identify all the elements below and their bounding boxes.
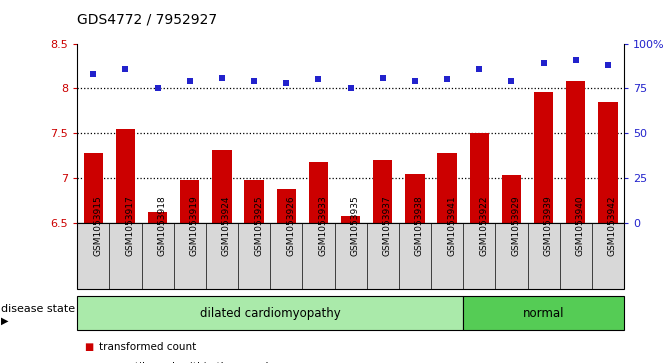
Bar xyxy=(341,216,360,363)
Bar xyxy=(212,150,231,363)
Text: GSM1053939: GSM1053939 xyxy=(544,195,553,256)
Point xyxy=(377,75,388,81)
Bar xyxy=(470,134,489,363)
Text: GSM1053935: GSM1053935 xyxy=(350,195,360,256)
Bar xyxy=(566,81,585,363)
Text: GSM1053915: GSM1053915 xyxy=(93,195,102,256)
Text: GSM1053918: GSM1053918 xyxy=(158,195,166,256)
Bar xyxy=(373,160,393,363)
Point xyxy=(152,86,163,91)
Text: GSM1053937: GSM1053937 xyxy=(382,195,392,256)
Bar xyxy=(309,162,328,363)
Bar xyxy=(405,174,425,363)
Bar xyxy=(84,153,103,363)
Point xyxy=(570,57,581,63)
Bar xyxy=(502,175,521,363)
Text: GSM1053924: GSM1053924 xyxy=(222,195,231,256)
Point xyxy=(346,86,356,91)
Text: GSM1053922: GSM1053922 xyxy=(479,195,488,256)
Bar xyxy=(148,212,167,363)
Point xyxy=(313,77,324,82)
Bar xyxy=(244,180,264,363)
Text: dilated cardiomyopathy: dilated cardiomyopathy xyxy=(200,307,341,319)
Text: percentile rank within the sample: percentile rank within the sample xyxy=(99,362,274,363)
Point xyxy=(281,80,292,86)
Text: ■: ■ xyxy=(84,342,93,352)
Point xyxy=(506,78,517,84)
Point xyxy=(88,71,99,77)
Text: ■: ■ xyxy=(84,362,93,363)
Text: GSM1053940: GSM1053940 xyxy=(576,195,585,256)
Point xyxy=(120,66,131,72)
Bar xyxy=(599,102,617,363)
Text: normal: normal xyxy=(523,307,564,319)
Text: GSM1053925: GSM1053925 xyxy=(254,195,263,256)
Text: disease state: disease state xyxy=(1,305,74,314)
Point xyxy=(474,66,484,72)
Text: GSM1053926: GSM1053926 xyxy=(287,195,295,256)
Text: ▶: ▶ xyxy=(1,316,8,326)
Point xyxy=(603,62,613,68)
Text: GSM1053919: GSM1053919 xyxy=(190,195,199,256)
Bar xyxy=(180,180,199,363)
Point xyxy=(249,78,260,84)
Point xyxy=(409,78,420,84)
Point xyxy=(538,60,549,66)
Text: GSM1053933: GSM1053933 xyxy=(319,195,327,256)
Bar xyxy=(276,189,296,363)
Text: GDS4772 / 7952927: GDS4772 / 7952927 xyxy=(77,13,217,27)
Text: GSM1053917: GSM1053917 xyxy=(125,195,134,256)
Bar xyxy=(437,153,457,363)
Text: GSM1053941: GSM1053941 xyxy=(447,195,456,256)
Point xyxy=(442,77,452,82)
Text: GSM1053929: GSM1053929 xyxy=(511,195,521,256)
Bar xyxy=(534,92,554,363)
Point xyxy=(185,78,195,84)
Point xyxy=(217,75,227,81)
Bar xyxy=(116,129,135,363)
Text: GSM1053938: GSM1053938 xyxy=(415,195,424,256)
Text: transformed count: transformed count xyxy=(99,342,196,352)
Text: GSM1053942: GSM1053942 xyxy=(608,195,617,256)
